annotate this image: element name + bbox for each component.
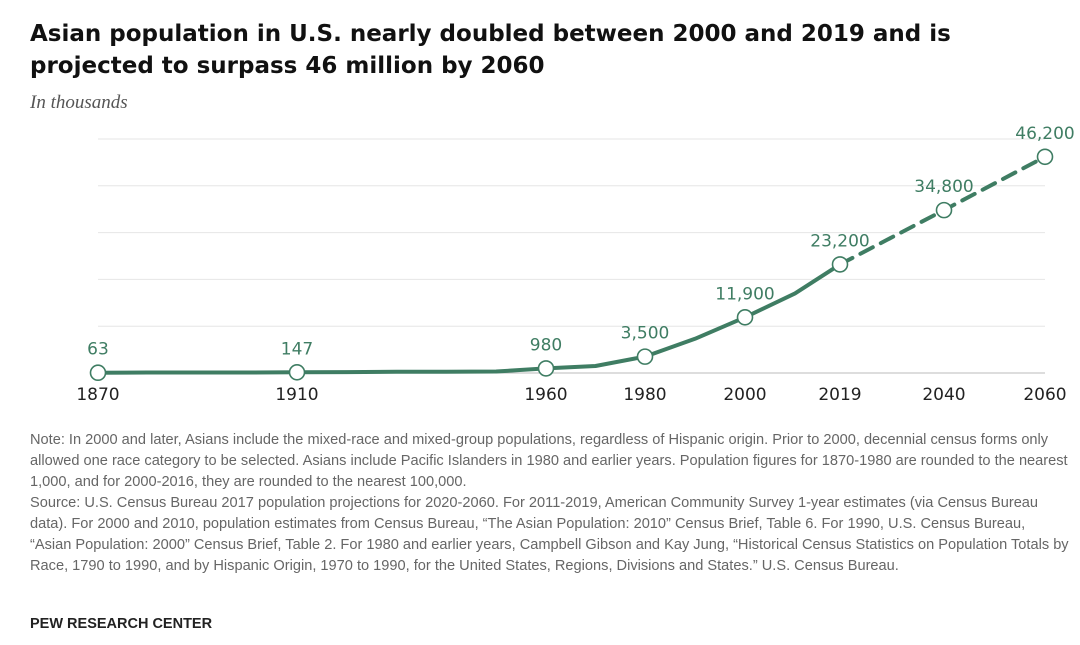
data-point xyxy=(736,309,754,326)
data-label: 980 xyxy=(530,335,562,355)
data-label: 34,800 xyxy=(914,177,973,197)
x-tick-label: 2019 xyxy=(818,385,861,405)
x-tick-label: 2060 xyxy=(1023,385,1066,405)
data-label: 11,900 xyxy=(715,284,774,304)
x-axis-ticks: 1870 1910 1960 1980 2000 2019 2040 2060 xyxy=(76,385,1066,405)
x-tick-label: 1870 xyxy=(76,385,119,405)
data-labels: 63 147 980 3,500 11,900 23,200 34,800 46,200 xyxy=(87,124,1075,360)
chart-title: Asian population in U.S. nearly doubled … xyxy=(30,21,951,79)
series-lines xyxy=(96,154,1047,375)
gridlines xyxy=(98,138,1045,374)
data-point xyxy=(89,364,107,382)
data-point xyxy=(831,256,849,273)
data-point xyxy=(636,348,654,365)
x-tick-label: 2000 xyxy=(723,385,766,405)
data-label: 147 xyxy=(281,339,313,359)
notes-block: Note: In 2000 and later, Asians include … xyxy=(30,430,1070,577)
historical-line xyxy=(96,262,842,375)
data-label: 3,500 xyxy=(621,324,670,344)
data-markers xyxy=(89,148,1054,382)
x-tick-label: 1980 xyxy=(623,385,666,405)
line-chart: 63 147 980 3,500 11,900 23,200 34,800 46,200 18… xyxy=(76,124,1075,405)
publisher-credit: PEW RESEARCH CENTER xyxy=(30,616,213,632)
chart-source: Source: U.S. Census Bureau 2017 populati… xyxy=(30,495,1069,574)
x-tick-label: 2040 xyxy=(922,385,965,405)
data-point xyxy=(288,364,306,381)
data-point xyxy=(1036,148,1054,166)
x-tick-label: 1960 xyxy=(524,385,567,405)
data-point xyxy=(537,360,555,377)
x-tick-label: 1910 xyxy=(275,385,318,405)
chart-subtitle: In thousands xyxy=(30,92,128,113)
data-label: 46,200 xyxy=(1015,124,1074,144)
data-point xyxy=(935,201,953,219)
chart-note: Note: In 2000 and later, Asians include … xyxy=(30,432,1068,490)
data-label: 23,200 xyxy=(810,231,869,251)
data-label: 63 xyxy=(87,340,109,360)
